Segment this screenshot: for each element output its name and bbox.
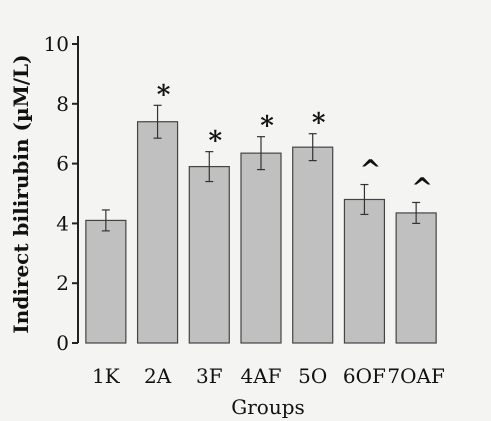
x-tick-label: 1K <box>92 364 121 388</box>
significance-marker: * <box>312 109 326 139</box>
significance-marker: * <box>157 80 171 110</box>
bar <box>85 219 127 344</box>
x-tick-label: 7OAF <box>387 364 445 388</box>
significance-marker: ^ <box>360 156 382 186</box>
y-tick-label: 2 <box>56 271 69 295</box>
x-tick-label: 2A <box>144 364 172 388</box>
y-axis-title: Indirect bilirubin (µM/L) <box>9 54 33 333</box>
x-tick-label: 3F <box>196 364 223 388</box>
x-tick-label: 6OF <box>343 364 386 388</box>
plot-area: 0 2 4 6 8 10 1K * 2A * 3F * 4AF * 5O ^ 6OF ^ 7OAF <box>44 32 445 388</box>
significance-marker: ^ <box>411 173 433 203</box>
y-tick-label: 10 <box>44 32 69 56</box>
y-tick-label: 4 <box>56 211 69 235</box>
significance-marker: * <box>260 112 274 142</box>
y-tick-label: 8 <box>56 92 69 116</box>
x-tick-label: 4AF <box>240 364 281 388</box>
y-tick-label: 6 <box>56 152 69 176</box>
bar <box>136 121 179 344</box>
bar <box>292 146 334 344</box>
bar <box>240 152 282 344</box>
x-tick-label: 5O <box>298 364 327 388</box>
y-tick-label: 0 <box>56 331 69 355</box>
bar <box>188 165 230 344</box>
x-axis-title: Groups <box>231 395 305 419</box>
bar <box>343 198 386 344</box>
bar <box>395 212 437 344</box>
significance-marker: * <box>208 127 222 157</box>
